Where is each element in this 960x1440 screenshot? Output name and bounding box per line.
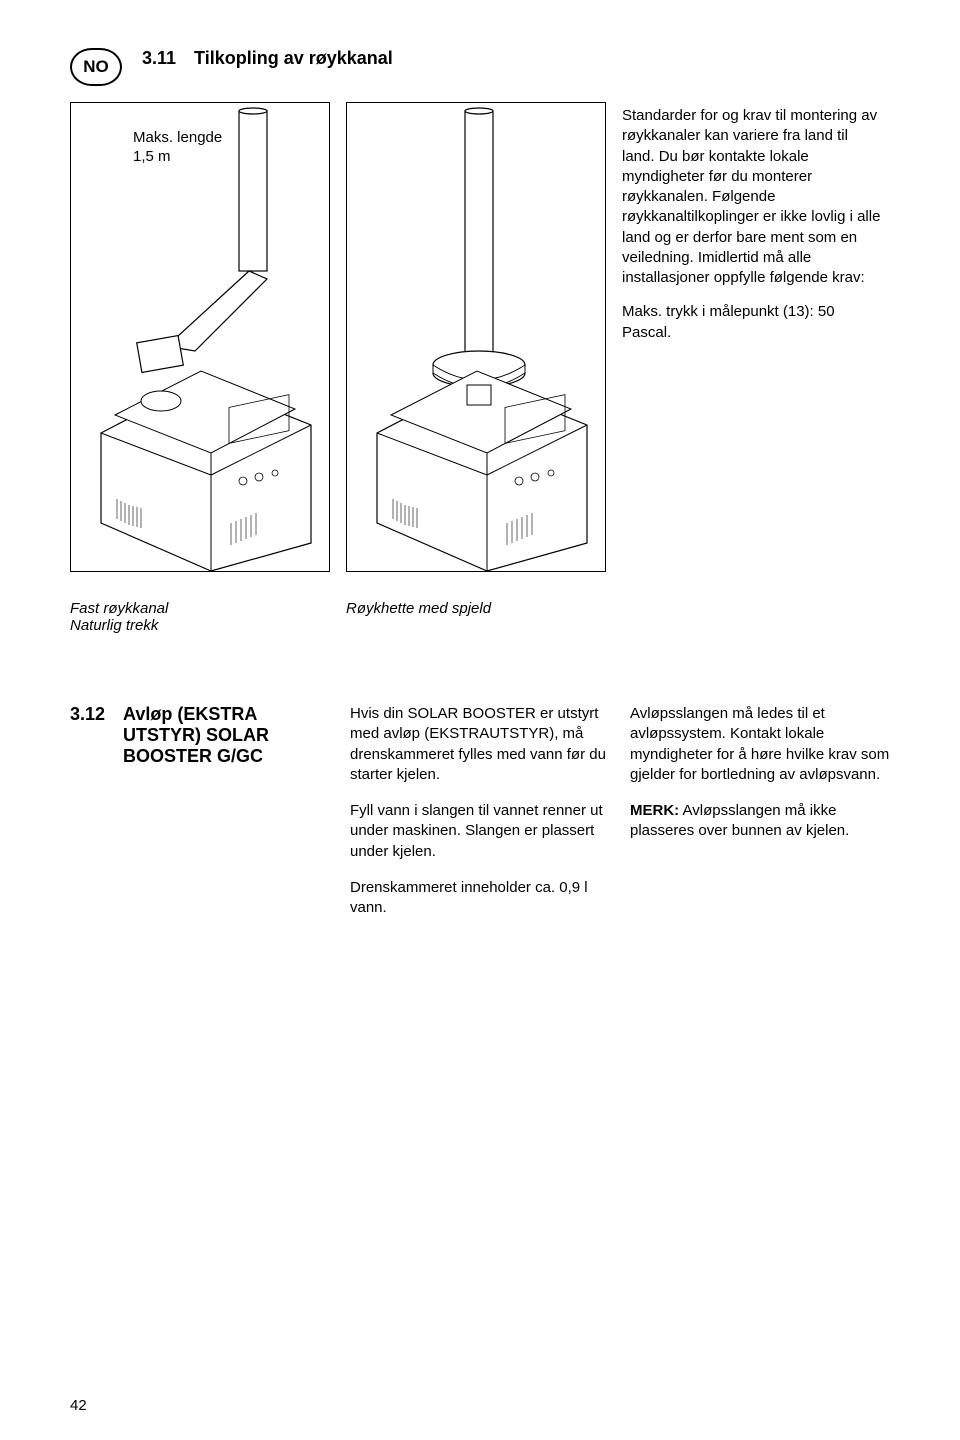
figure-captions-row: Fast røykkanal Naturlig trekk Røykhette … [70, 600, 890, 634]
figures-row: Maks. lengde 1,5 m [70, 102, 890, 572]
section-312-col3-p2: MERK: Avløpsslangen må ikke plasseres ov… [630, 801, 890, 842]
section-312-title: Avløp (EKSTRA UTSTYR) SOLAR BOOSTER G/GC [123, 704, 330, 934]
section-312-col2-p1: Hvis din SOLAR BOOSTER er utstyrt med av… [350, 704, 610, 785]
section-311-title: Tilkopling av røykkanal [194, 48, 393, 86]
section-311-heading: 3.11 Tilkopling av røykkanal [142, 48, 393, 86]
figure-1-box: Maks. lengde 1,5 m [70, 102, 330, 572]
section-311-para-2: Maks. trykk i målepunkt (13): 50 Pascal. [622, 302, 882, 343]
section-312: 3.12 Avløp (EKSTRA UTSTYR) SOLAR BOOSTER… [70, 704, 890, 934]
section-312-heading: 3.12 Avløp (EKSTRA UTSTYR) SOLAR BOOSTER… [70, 704, 330, 934]
section-312-col2-p2: Fyll vann i slangen til vannet renner ut… [350, 801, 610, 862]
figure-1-caption: Fast røykkanal Naturlig trekk [70, 600, 330, 634]
section-312-col3-p1: Avløpsslangen må ledes til et avløpssyst… [630, 704, 890, 785]
figure-1-diagram [71, 103, 331, 573]
section-311-number: 3.11 [142, 48, 176, 86]
section-312-col2-p3: Drenskammeret inneholder ca. 0,9 l vann. [350, 878, 610, 919]
language-badge: NO [70, 48, 122, 86]
section-311-para-1: Standarder for og krav til montering av … [622, 106, 882, 288]
figure-1-caption-line2: Naturlig trekk [70, 617, 330, 634]
figure-2-caption: Røykhette med spjeld [346, 600, 606, 634]
figure-1-label: Maks. lengde 1,5 m [133, 129, 222, 167]
figure-2-box [346, 102, 606, 572]
section-312-col-middle: Hvis din SOLAR BOOSTER er utstyrt med av… [350, 704, 610, 934]
section-312-col-right: Avløpsslangen må ledes til et avløpssyst… [630, 704, 890, 934]
section-312-merk-label: MERK: [630, 802, 679, 819]
page-number: 42 [70, 1397, 87, 1414]
section-311-body: Standarder for og krav til montering av … [622, 102, 882, 572]
figure-1-caption-line1: Fast røykkanal [70, 600, 330, 617]
figure-2-diagram [347, 103, 607, 573]
header-row: NO 3.11 Tilkopling av røykkanal [70, 48, 890, 86]
section-312-number: 3.12 [70, 704, 105, 934]
